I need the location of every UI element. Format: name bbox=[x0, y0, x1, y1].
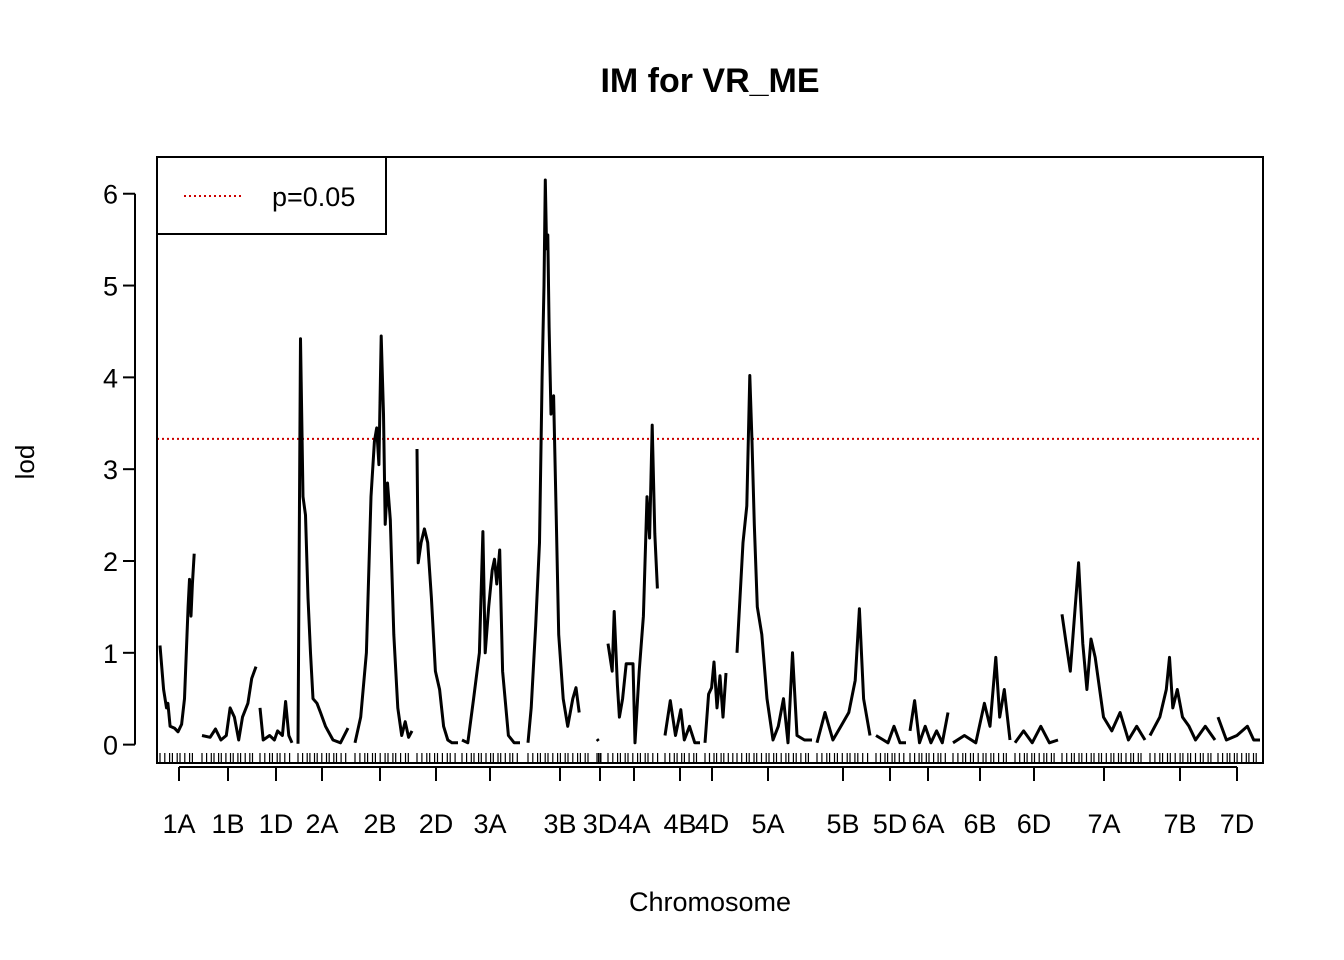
lod-series-4B bbox=[663, 699, 700, 745]
marker-rug-1B bbox=[201, 753, 254, 762]
x-tick-label: 5D bbox=[873, 809, 908, 839]
lod-series-5B bbox=[815, 607, 872, 744]
x-tick-label: 4D bbox=[695, 809, 730, 839]
marker-rug-3B bbox=[527, 753, 589, 762]
lod-series-3D bbox=[595, 738, 600, 742]
x-tick-label: 5B bbox=[826, 809, 859, 839]
marker-rug-4D bbox=[704, 753, 734, 762]
lod-series-1B bbox=[201, 666, 258, 742]
x-tick-label: 4B bbox=[663, 809, 696, 839]
lod-series-6B bbox=[952, 655, 1012, 745]
x-tick-label: 7A bbox=[1087, 809, 1120, 839]
lod-series-6D bbox=[1013, 724, 1059, 745]
lod-series-7A bbox=[1060, 561, 1147, 742]
y-axis-label: lod bbox=[10, 445, 40, 480]
x-tick-label: 7B bbox=[1163, 809, 1196, 839]
lod-series-5A bbox=[735, 374, 812, 745]
y-tick-label: 1 bbox=[103, 639, 118, 669]
x-tick-label: 6D bbox=[1017, 809, 1052, 839]
lod-series-3A bbox=[461, 530, 520, 745]
plot-frame bbox=[156, 156, 1264, 764]
lod-series-2A bbox=[296, 337, 350, 745]
x-tick-label: 4A bbox=[617, 809, 650, 839]
y-tick-label: 6 bbox=[103, 180, 118, 210]
marker-rug-2B bbox=[354, 753, 409, 762]
x-axis-label: Chromosome bbox=[629, 887, 791, 917]
x-tick-label: 2A bbox=[305, 809, 338, 839]
lod-series-5D bbox=[875, 724, 906, 745]
y-tick-label: 2 bbox=[103, 547, 118, 577]
marker-rug-5B bbox=[816, 753, 869, 762]
x-tick-label: 5A bbox=[751, 809, 784, 839]
marker-rug-4A bbox=[607, 753, 659, 762]
chart-title: IM for VR_ME bbox=[600, 62, 819, 100]
lod-series-3B bbox=[526, 178, 581, 743]
legend: p=0.05 bbox=[156, 156, 387, 235]
lod-series-1D bbox=[258, 700, 294, 744]
marker-rug-4B bbox=[664, 753, 698, 762]
marker-rug-1D bbox=[259, 753, 291, 762]
lod-series-2D bbox=[415, 448, 458, 745]
marker-rug-6A bbox=[909, 753, 946, 762]
x-tick-label: 2D bbox=[419, 809, 454, 839]
lod-series-6A bbox=[908, 699, 950, 745]
marker-rug-7A bbox=[1061, 753, 1142, 762]
x-tick-label: 3D bbox=[583, 809, 618, 839]
x-tick-label: 6B bbox=[963, 809, 996, 839]
lod-series-1A bbox=[158, 553, 196, 734]
marker-rug-7B bbox=[1149, 753, 1212, 762]
lod-series-7B bbox=[1148, 655, 1217, 742]
y-tick-label: 3 bbox=[103, 455, 118, 485]
x-tick-label: 1B bbox=[211, 809, 244, 839]
marker-rug-2D bbox=[416, 753, 456, 762]
marker-rug-7D bbox=[1217, 753, 1257, 762]
y-tick-label: 5 bbox=[103, 272, 118, 302]
marker-rug-5D bbox=[875, 753, 905, 762]
lod-series-4A bbox=[606, 423, 659, 745]
x-tick-label: 3B bbox=[543, 809, 576, 839]
y-tick-label: 4 bbox=[103, 363, 118, 393]
legend-threshold-label: p=0.05 bbox=[272, 182, 355, 212]
lod-series-4D bbox=[703, 660, 728, 743]
x-tick-label: 1A bbox=[162, 809, 195, 839]
x-tick-label: 2B bbox=[363, 809, 396, 839]
x-tick-label: 3A bbox=[473, 809, 506, 839]
marker-rug-1A bbox=[159, 753, 193, 762]
lod-series-7D bbox=[1216, 716, 1260, 742]
x-tick-label: 6A bbox=[911, 809, 944, 839]
marker-rug-5A bbox=[736, 753, 810, 762]
marker-rug-6B bbox=[952, 753, 1007, 762]
marker-rug-2A bbox=[297, 753, 347, 762]
marker-rug-3A bbox=[461, 753, 518, 762]
marker-rug-3D bbox=[596, 753, 602, 762]
x-tick-label: 1D bbox=[259, 809, 294, 839]
y-tick-label: 0 bbox=[103, 731, 118, 761]
x-tick-label: 7D bbox=[1220, 809, 1255, 839]
lod-series-2B bbox=[353, 334, 414, 744]
marker-rug-6D bbox=[1014, 753, 1055, 762]
